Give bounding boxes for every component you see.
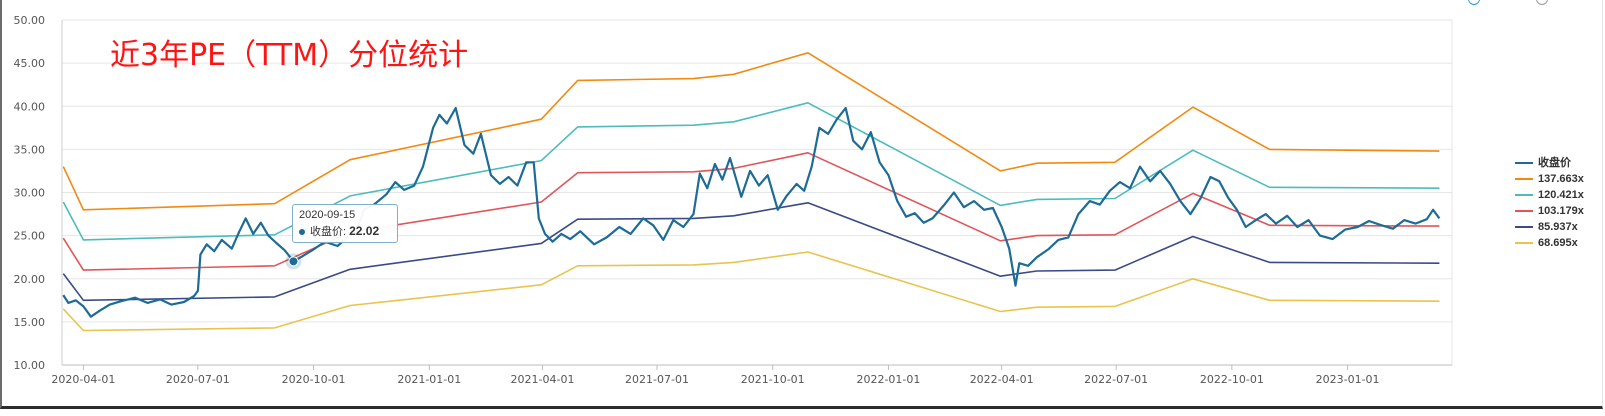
series-dot-icon <box>299 229 305 236</box>
top-radio-controls[interactable] <box>1468 0 1552 6</box>
series-line-5[interactable] <box>62 251 1440 332</box>
y-tick-label: 30.00 <box>14 187 46 200</box>
legend-swatch <box>1515 194 1533 197</box>
x-tick-label: 2020-07-01 <box>166 373 230 386</box>
hover-point[interactable] <box>288 256 299 267</box>
chart-title: 近3年PE（TTM）分位统计 <box>110 38 469 73</box>
x-tick-label: 2022-07-01 <box>1084 373 1148 386</box>
x-tick-label: 2020-10-01 <box>282 373 346 386</box>
legend-item-137[interactable]: 137.663x <box>1515 171 1584 187</box>
legend-label: 137.663x <box>1538 173 1584 185</box>
radio-icon[interactable] <box>1536 0 1549 6</box>
x-tick-label: 2021-04-01 <box>511 373 575 386</box>
y-tick-label: 15.00 <box>14 316 46 329</box>
legend-item-68[interactable]: 68.695x <box>1515 235 1584 251</box>
legend-swatch <box>1515 226 1533 229</box>
y-tick-label: 35.00 <box>14 143 46 156</box>
legend-swatch <box>1515 178 1533 181</box>
series-line-0[interactable] <box>62 106 1441 318</box>
x-tick-label: 2021-10-01 <box>741 373 805 386</box>
x-tick-label: 2022-04-01 <box>970 373 1034 386</box>
tooltip-label: 收盘价: <box>310 226 347 238</box>
y-tick-label: 45.00 <box>14 57 46 70</box>
y-tick-label: 10.00 <box>14 359 46 372</box>
x-tick-label: 2022-10-01 <box>1200 373 1264 386</box>
series-line-1[interactable] <box>62 52 1440 211</box>
legend-item-103[interactable]: 103.179x <box>1515 203 1584 219</box>
legend: 收盘价 137.663x 120.421x 103.179x 85.937x 6… <box>1515 155 1584 251</box>
legend-swatch <box>1515 242 1533 245</box>
x-tick-label: 2020-04-01 <box>51 373 115 386</box>
legend-swatch <box>1515 210 1533 213</box>
series-line-4[interactable] <box>62 202 1440 302</box>
tooltip: 2020-09-15 收盘价: 22.02 <box>292 204 398 243</box>
legend-label: 85.937x <box>1538 221 1578 233</box>
legend-item-120[interactable]: 120.421x <box>1515 187 1584 203</box>
x-tick-label: 2023-01-01 <box>1316 373 1380 386</box>
legend-label: 68.695x <box>1538 237 1578 249</box>
legend-swatch <box>1515 162 1533 165</box>
y-tick-label: 40.00 <box>14 100 46 113</box>
legend-label: 收盘价 <box>1538 157 1571 169</box>
legend-label: 103.179x <box>1538 205 1584 217</box>
legend-item-close[interactable]: 收盘价 <box>1515 155 1584 171</box>
y-tick-label: 20.00 <box>14 273 46 286</box>
tooltip-date: 2020-09-15 <box>299 209 356 221</box>
radio-icon[interactable] <box>1468 0 1480 6</box>
legend-item-85[interactable]: 85.937x <box>1515 219 1584 235</box>
y-axis: 10.00 15.00 20.00 25.00 30.00 35.00 40.00 45.00… <box>14 14 46 372</box>
x-axis: 2020-04-01 2020-07-01 2020-10-01 2021-01-01… <box>51 365 1380 386</box>
tooltip-value: 22.02 <box>349 224 380 238</box>
y-tick-label: 50.00 <box>14 14 46 27</box>
legend-label: 120.421x <box>1538 189 1584 201</box>
y-tick-label: 25.00 <box>14 230 46 243</box>
x-tick-label: 2022-01-01 <box>856 373 920 386</box>
x-tick-label: 2021-07-01 <box>625 373 689 386</box>
x-tick-label: 2021-01-01 <box>397 373 461 386</box>
tooltip-marker-layer <box>285 253 302 270</box>
grid-layer <box>61 19 1453 366</box>
